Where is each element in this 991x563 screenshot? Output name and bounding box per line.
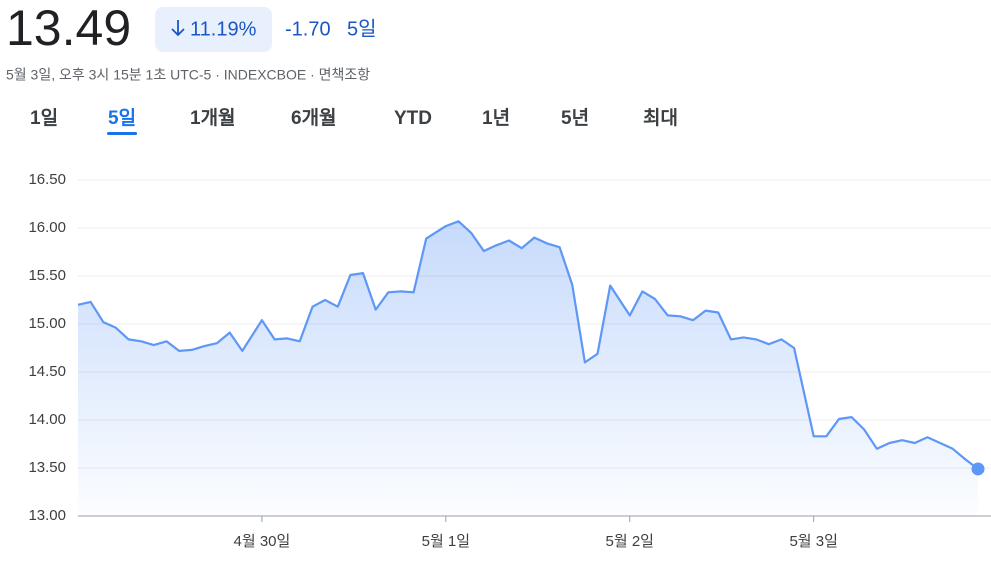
down-arrow-icon: [171, 20, 185, 37]
x-tick-label: 5월 1일: [422, 533, 470, 550]
price: 13.49: [6, 0, 131, 56]
range-tab[interactable]: 1개월: [190, 107, 236, 129]
x-tick-label: 5월 3일: [789, 533, 837, 550]
range-tab[interactable]: 1일: [30, 107, 58, 129]
x-tick-label: 4월 30일: [234, 533, 291, 550]
range-tab[interactable]: 1년: [482, 107, 510, 129]
y-tick-label: 13.00: [28, 507, 66, 524]
y-tick-label: 13.50: [28, 459, 66, 476]
range-tab[interactable]: 5일: [108, 107, 136, 129]
x-tick-label: 5월 2일: [606, 533, 654, 550]
y-tick-label: 16.00: [28, 219, 66, 236]
selected-tab-underline: [107, 132, 138, 135]
change-percent: 11.19%: [190, 18, 257, 40]
range-tab[interactable]: 5년: [561, 107, 589, 129]
change: -1.70: [285, 18, 331, 40]
y-tick-label: 14.00: [28, 411, 66, 428]
area-fill: [78, 221, 978, 517]
change-badge: [155, 7, 272, 52]
subtitle: 5월 3일, 오후 3시 15분 1초 UTC-5 · INDEXCBOE · …: [6, 67, 370, 83]
range-tab[interactable]: 6개월: [291, 107, 337, 129]
chart: 13.00 13.50 14.00 14.50 15.00 15.50 16.00 16.50…: [28, 171, 991, 550]
y-tick-label: 14.50: [28, 363, 66, 380]
price-line: [77, 220, 979, 470]
y-tick-label: 16.50: [28, 171, 66, 188]
y-tick-label: 15.00: [28, 315, 66, 332]
range-tab[interactable]: YTD: [394, 108, 432, 129]
last-point: [971, 462, 985, 476]
range-tab[interactable]: 최대: [643, 107, 678, 129]
range-tabs: 1일 5일 1개월 6개월 YTD 1년 5년 최대: [30, 107, 678, 135]
y-tick-label: 15.50: [28, 267, 66, 284]
period: 5일: [347, 17, 377, 40]
